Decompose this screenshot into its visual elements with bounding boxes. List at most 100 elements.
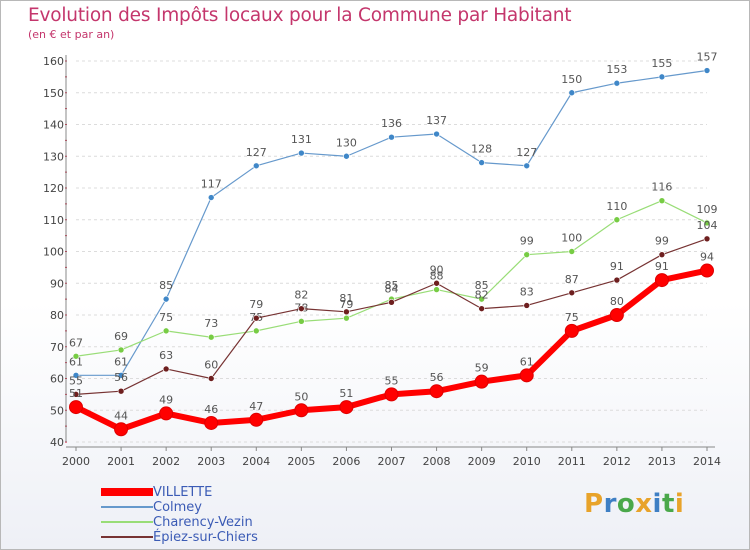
logo-letter: t bbox=[661, 489, 675, 519]
logo-letter: i bbox=[652, 489, 662, 519]
data-label: 87 bbox=[565, 273, 579, 286]
data-point bbox=[658, 197, 666, 204]
data-label: 47 bbox=[249, 400, 263, 413]
y-tick-label: 110 bbox=[43, 214, 64, 227]
data-point bbox=[429, 384, 444, 399]
data-point bbox=[207, 194, 215, 201]
data-point bbox=[298, 305, 305, 312]
data-label: 75 bbox=[159, 311, 173, 324]
data-label: 80 bbox=[610, 295, 624, 308]
data-point bbox=[478, 295, 485, 303]
legend-swatch bbox=[101, 506, 153, 508]
data-label: 99 bbox=[655, 235, 669, 248]
data-point bbox=[343, 308, 350, 316]
data-label: 84 bbox=[385, 282, 399, 295]
data-label: 56 bbox=[114, 371, 128, 384]
data-label: 46 bbox=[204, 403, 218, 416]
data-label: 75 bbox=[565, 311, 579, 324]
data-label: 82 bbox=[475, 289, 489, 302]
logo-letter: P bbox=[584, 489, 604, 519]
data-label: 130 bbox=[336, 136, 357, 149]
x-tick-label: 2001 bbox=[107, 455, 135, 468]
data-label: 69 bbox=[114, 330, 128, 343]
data-point bbox=[523, 251, 531, 258]
data-label: 90 bbox=[430, 263, 444, 276]
data-label: 49 bbox=[159, 393, 173, 406]
data-point bbox=[703, 219, 711, 227]
data-point bbox=[613, 216, 621, 224]
logo-letter: i bbox=[674, 489, 685, 519]
data-point bbox=[658, 251, 666, 258]
legend-label: VILLETTE bbox=[153, 485, 213, 500]
data-point bbox=[252, 327, 260, 335]
proxiti-logo: Proxiti bbox=[584, 489, 684, 519]
data-point bbox=[564, 323, 579, 338]
data-label: 157 bbox=[697, 51, 718, 64]
data-point bbox=[114, 422, 129, 437]
data-point bbox=[117, 372, 125, 379]
data-label: 50 bbox=[294, 390, 308, 403]
data-label: 85 bbox=[385, 279, 399, 292]
y-tick-label: 120 bbox=[43, 182, 64, 195]
data-label: 150 bbox=[561, 73, 582, 86]
data-label: 88 bbox=[430, 270, 444, 283]
data-point bbox=[159, 406, 174, 421]
data-label: 100 bbox=[561, 232, 582, 245]
data-label: 61 bbox=[114, 355, 128, 368]
data-point bbox=[609, 308, 624, 322]
data-label: 127 bbox=[246, 146, 267, 159]
data-label: 61 bbox=[520, 355, 534, 368]
data-point bbox=[162, 295, 170, 303]
data-label: 55 bbox=[385, 374, 399, 387]
data-label: 56 bbox=[430, 371, 444, 384]
data-point bbox=[117, 387, 125, 395]
x-tick-label: 2014 bbox=[693, 455, 721, 468]
y-tick-label: 160 bbox=[43, 55, 64, 68]
data-point bbox=[433, 279, 440, 287]
data-label: 104 bbox=[697, 219, 718, 232]
data-label: 83 bbox=[520, 285, 534, 298]
data-point bbox=[69, 400, 83, 415]
y-tick-label: 40 bbox=[50, 436, 64, 449]
logo-letter: x bbox=[635, 489, 653, 519]
data-label: 51 bbox=[339, 387, 353, 400]
data-point bbox=[294, 403, 309, 418]
y-tick-label: 140 bbox=[43, 119, 64, 132]
data-label: 109 bbox=[697, 203, 718, 216]
data-label: 91 bbox=[610, 260, 624, 273]
data-point bbox=[162, 327, 170, 335]
line-chart: 40 50 60 70 80 90 100 110 120 130 140 150 160 2000 200… bbox=[43, 51, 721, 468]
data-point bbox=[252, 162, 260, 170]
data-point bbox=[433, 130, 440, 138]
logo-letter: r bbox=[603, 489, 617, 519]
data-label: 110 bbox=[606, 200, 627, 213]
y-tick-label: 60 bbox=[50, 373, 64, 386]
data-point bbox=[478, 305, 485, 312]
data-point bbox=[613, 276, 621, 284]
x-tick-label: 2002 bbox=[152, 455, 180, 468]
data-point bbox=[474, 374, 489, 389]
data-point bbox=[72, 391, 80, 398]
data-label: 44 bbox=[114, 409, 128, 422]
data-label: 128 bbox=[471, 143, 492, 156]
x-tick-label: 2013 bbox=[648, 455, 676, 468]
data-point bbox=[207, 333, 215, 341]
x-tick-label: 2006 bbox=[332, 455, 360, 468]
data-label: 85 bbox=[159, 279, 173, 292]
y-tick-label: 100 bbox=[43, 246, 64, 259]
x-tick-label: 2007 bbox=[378, 455, 406, 468]
data-point bbox=[117, 346, 125, 354]
data-point bbox=[658, 73, 666, 81]
legend-label: Charency-Vezin bbox=[153, 515, 253, 530]
data-label: 99 bbox=[520, 235, 534, 248]
data-label: 153 bbox=[606, 63, 627, 76]
data-label: 91 bbox=[655, 260, 669, 273]
data-point bbox=[568, 248, 576, 255]
data-label: 55 bbox=[69, 374, 83, 387]
data-label: 63 bbox=[159, 349, 173, 362]
data-point bbox=[703, 235, 711, 243]
data-label: 60 bbox=[204, 359, 218, 372]
data-point bbox=[568, 89, 576, 97]
